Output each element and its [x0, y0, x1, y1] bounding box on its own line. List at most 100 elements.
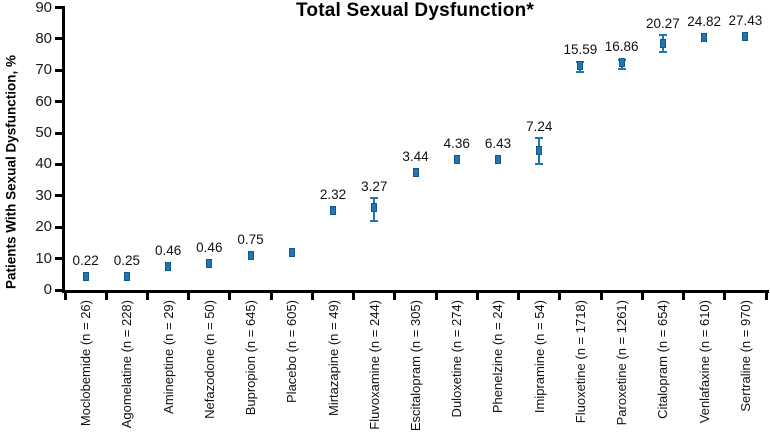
x-axis-tick [228, 292, 232, 300]
x-axis-tick [682, 292, 686, 300]
data-point-marker [453, 154, 460, 164]
data-point-value-label: 0.25 [113, 253, 140, 269]
x-category-label: Moclobemide (n = 26) [76, 300, 96, 426]
data-point-value-label: 27.43 [728, 12, 763, 28]
y-axis-tick-label: 0 [43, 281, 52, 298]
data-point-value-label: 0.22 [72, 253, 99, 269]
x-axis-tick [352, 292, 356, 300]
x-category-label-text: Escitalopram (n = 305) [408, 300, 423, 432]
data-point-marker [330, 206, 337, 216]
y-axis-tick-label: 10 [35, 249, 52, 267]
x-axis-tick [764, 292, 768, 300]
data-point-marker [577, 60, 584, 70]
data-point-value-label: 2.32 [319, 187, 347, 203]
x-axis-tick [558, 292, 562, 300]
x-axis-line [62, 290, 769, 293]
x-category-label: Paroxetine (n = 1261) [612, 300, 632, 425]
data-point-marker [494, 154, 501, 164]
x-axis-tick [434, 292, 438, 300]
error-bar-cap-top [535, 137, 544, 140]
data-point-marker [701, 32, 708, 42]
y-axis-tick [55, 257, 63, 261]
x-category-label: Sertraline (n = 970) [735, 300, 755, 412]
data-point-marker [288, 248, 295, 258]
data-point-marker [412, 168, 419, 178]
y-axis-tick-label: 30 [35, 186, 52, 204]
x-axis-tick [187, 292, 191, 300]
x-category-label-text: Nefazodone (n = 50) [201, 300, 217, 419]
x-category-label-text: Fluvoxamine (n = 244) [366, 300, 382, 430]
data-point-marker [659, 38, 666, 48]
data-point-marker [618, 58, 625, 68]
error-bar-cap-bottom [658, 51, 667, 54]
x-category-label: Bupropion (n = 645) [241, 300, 261, 415]
x-category-label-text: Sertraline (n = 970) [737, 300, 753, 412]
x-category-label: Fluoxetine (n = 1718) [570, 300, 590, 423]
data-point-value-label: 6.43 [484, 135, 512, 151]
y-axis-tick [55, 100, 63, 104]
x-axis-tick [269, 292, 273, 300]
x-category-label-text: Agomelatine (n = 228) [119, 300, 135, 429]
x-axis-tick [640, 292, 644, 300]
data-point-marker [742, 31, 749, 41]
x-axis-tick [475, 292, 479, 300]
x-category-label: Amineptine (n = 29) [158, 300, 178, 414]
y-axis-tick-label: 20 [35, 218, 52, 236]
x-category-label-text: Fluoxetine (n = 1718) [572, 300, 588, 424]
x-category-label-text: Amineptine (n = 29) [160, 300, 176, 414]
y-axis-tick-label: 50 [35, 124, 52, 142]
y-axis-tick [55, 162, 63, 166]
data-point-value-label: 3.44 [402, 149, 429, 165]
x-axis-tick [63, 292, 67, 300]
y-axis-tick [55, 6, 63, 9]
data-point-value-label: 24.82 [687, 13, 722, 29]
error-bar-cap-bottom [370, 219, 379, 222]
x-category-label: Placebo (n = 605) [282, 300, 302, 403]
data-point-value-label: 7.24 [526, 119, 553, 135]
x-category-label: Venlafaxine (n = 610) [694, 300, 714, 423]
y-axis-tick [55, 288, 63, 292]
x-category-label: Imipramine (n = 54) [529, 300, 549, 413]
y-axis-tick-label: 70 [35, 61, 52, 79]
data-point-value-label: 15.59 [563, 41, 598, 57]
x-category-label: Duloxetine (n = 274) [447, 300, 467, 417]
x-category-label-text: Venlafaxine (n = 610) [696, 300, 712, 424]
x-axis-tick [723, 292, 727, 300]
data-point-marker [165, 261, 172, 271]
x-category-label: Mirtazapine (n = 49) [323, 300, 343, 416]
data-point-value-label: 20.27 [646, 16, 680, 32]
data-point-marker [536, 145, 543, 155]
x-category-label-text: Citalopram (n = 654) [655, 300, 671, 419]
x-category-label-text: Placebo (n = 605) [284, 300, 300, 403]
data-point-value-label: 16.86 [604, 39, 639, 55]
x-category-label: Citalopram (n = 654) [653, 300, 673, 419]
y-axis-tick [55, 131, 63, 135]
x-category-label: Agomelatine (n = 228) [117, 300, 137, 428]
error-bar-cap-bottom [576, 71, 585, 74]
x-category-label-text: Duloxetine (n = 274) [449, 300, 465, 418]
data-point-marker [371, 203, 378, 213]
y-axis-tick-label: 80 [35, 29, 52, 47]
chart-title: Total Sexual Dysfunction* [296, 0, 534, 21]
y-axis-tick-label: 60 [35, 92, 52, 110]
error-bar-cap-bottom [617, 68, 626, 71]
x-axis-tick [393, 292, 397, 300]
error-bar-cap-bottom [535, 162, 544, 165]
x-category-label-text: Imipramine (n = 54) [531, 300, 547, 414]
x-category-label-text: Mirtazapine (n = 49) [325, 300, 341, 416]
y-axis-line [62, 6, 65, 293]
x-category-label: Phenelzine (n = 24) [488, 300, 508, 413]
x-category-label-text: Phenelzine (n = 24) [490, 300, 506, 414]
x-axis-tick [145, 292, 149, 300]
data-point-value-label: 0.75 [237, 232, 264, 248]
data-point-value-label: 3.27 [361, 179, 388, 195]
data-point-marker [82, 272, 89, 282]
error-bar-cap-top [658, 34, 667, 37]
y-axis-tick [55, 37, 63, 41]
x-category-label: Fluvoxamine (n = 244) [364, 300, 384, 430]
data-point-value-label: 0.46 [196, 240, 223, 256]
data-point-marker [123, 272, 130, 282]
data-point-value-label: 0.46 [154, 242, 182, 258]
y-axis-tick-label: 40 [35, 155, 52, 173]
